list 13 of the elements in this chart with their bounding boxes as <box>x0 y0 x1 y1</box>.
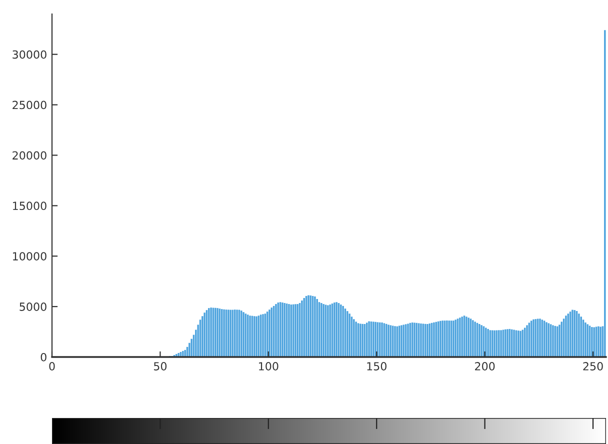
y-tick-label: 0 <box>40 352 46 362</box>
y-tick-label: 15000 <box>13 202 46 210</box>
x-tick-label: 0 <box>49 362 55 370</box>
y-tick-label: 20000 <box>12 151 46 160</box>
x-tick-label: 150 <box>367 362 386 370</box>
x-tick-label: 200 <box>475 362 495 370</box>
y-tick-label: 30000 <box>12 50 46 59</box>
y-tick-label: 25000 <box>12 100 46 110</box>
x-tick-label: 50 <box>154 362 167 370</box>
y-tick-label: 5000 <box>20 302 46 311</box>
x-tick-label: 250 <box>583 362 603 370</box>
y-tick-label: 10000 <box>13 252 46 260</box>
x-tick-label: 100 <box>259 362 278 370</box>
